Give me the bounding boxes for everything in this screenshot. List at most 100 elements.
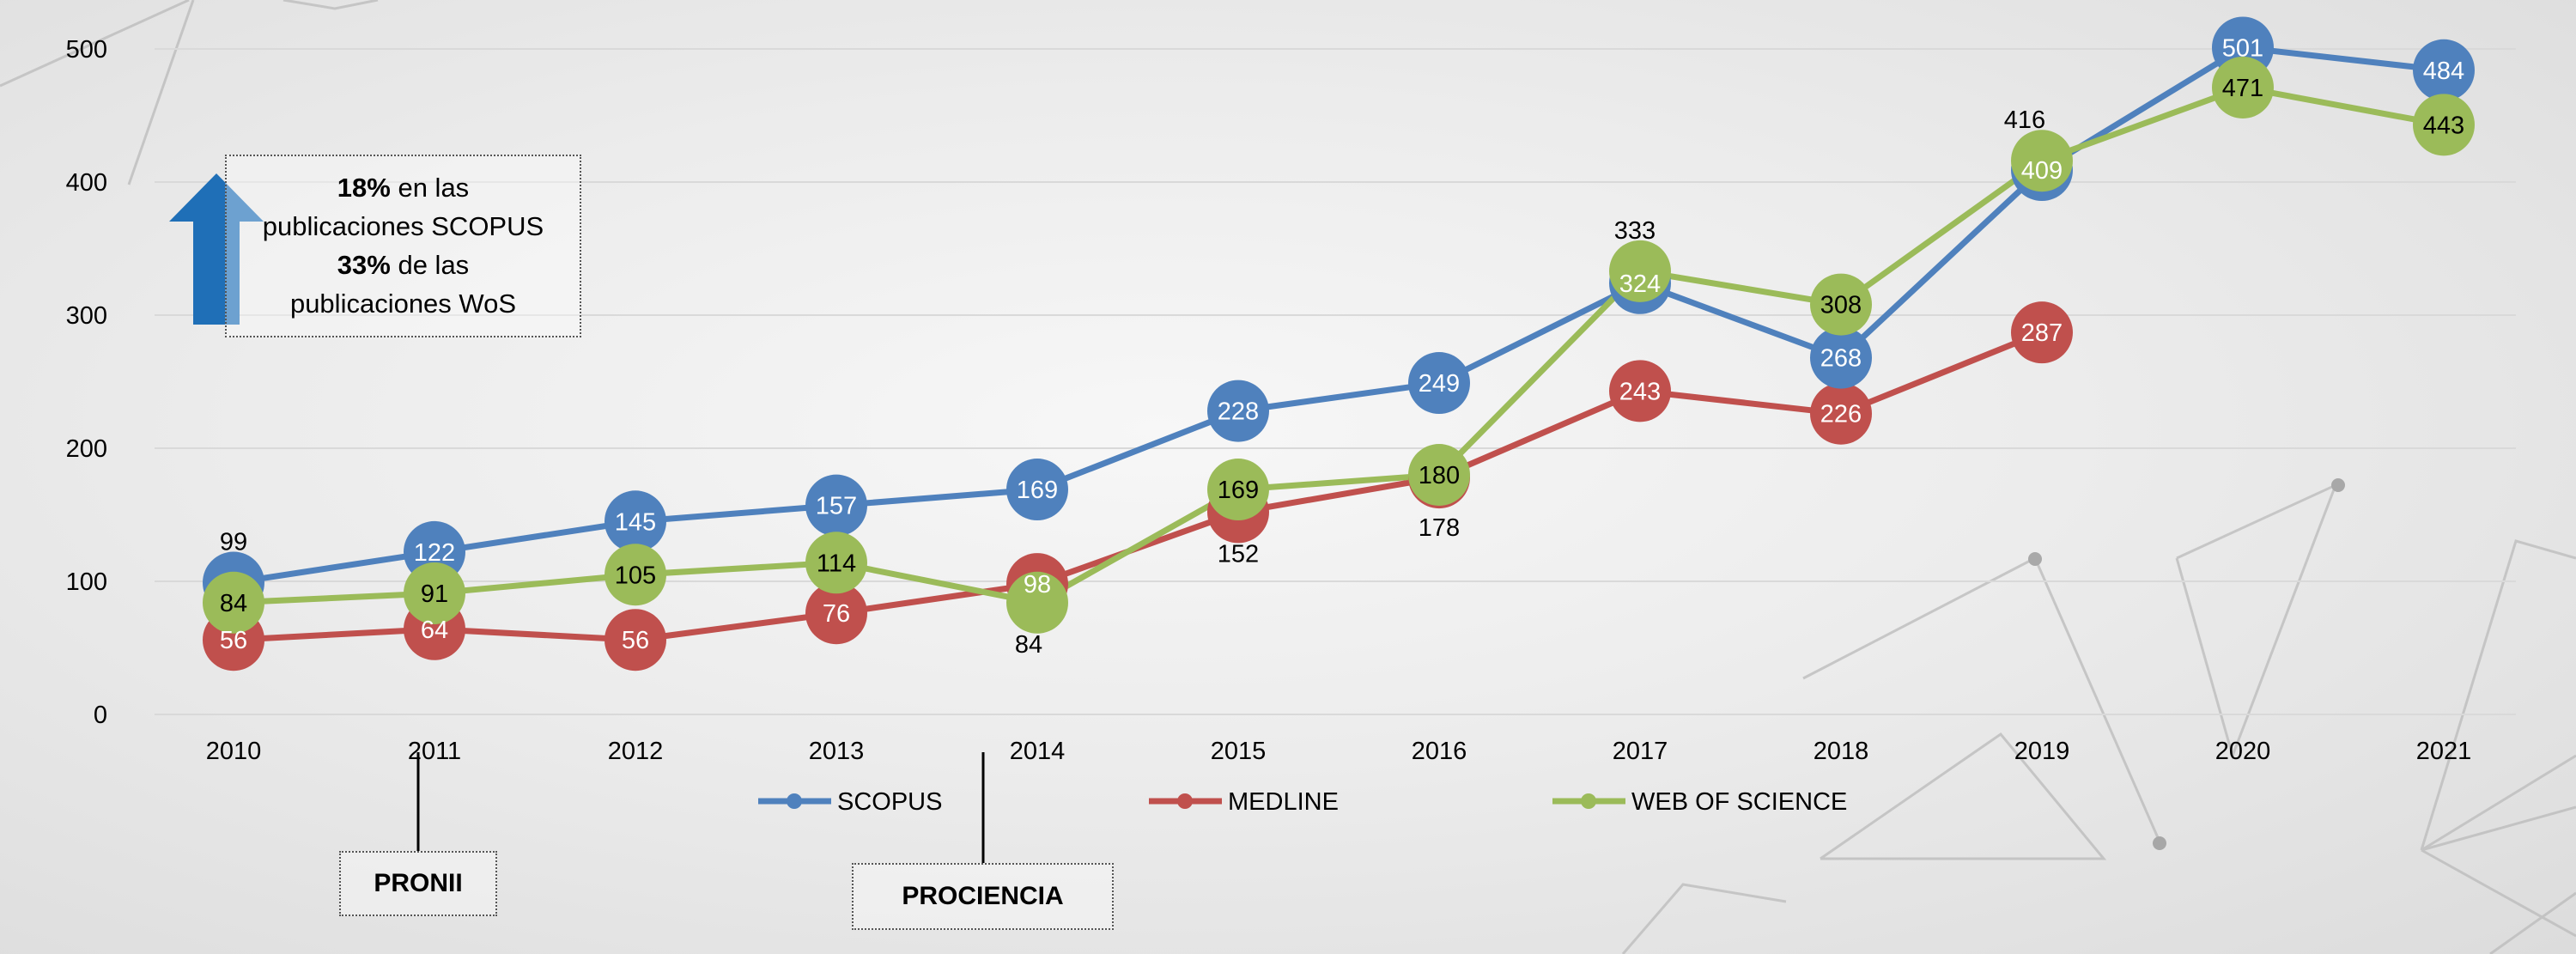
x-tick-label: 2011 — [408, 738, 461, 765]
legend-marker — [787, 793, 802, 809]
note-line-4: publicaciones WoS — [289, 289, 517, 319]
x-tick-label: 2012 — [608, 738, 664, 765]
x-tick-label: 2013 — [809, 738, 865, 765]
gridlines — [155, 48, 2516, 715]
growth-note-box: 18% en las publicaciones SCOPUS 33% de l… — [225, 155, 581, 337]
data-point — [2212, 56, 2274, 118]
data-point — [1810, 273, 1872, 336]
data-label: 91 — [421, 580, 448, 608]
x-axis: 2010 2011 2012 2013 2014 2015 2016 2017 2018 2019… — [206, 738, 2472, 765]
data-point — [1207, 459, 1269, 521]
y-tick-label: 100 — [66, 568, 107, 596]
x-tick-label: 2021 — [2416, 738, 2472, 765]
data-point — [1408, 352, 1470, 415]
data-label: 484 — [2423, 58, 2464, 85]
y-axis: 0 100 200 300 400 500 — [66, 36, 107, 729]
note-line-2: publicaciones SCOPUS — [262, 211, 544, 241]
y-tick-label: 200 — [66, 435, 107, 463]
x-tick-label: 2016 — [1412, 738, 1467, 765]
data-label: 308 — [1820, 292, 1862, 319]
data-point — [1207, 380, 1269, 442]
x-tick-label: 2018 — [1814, 738, 1869, 765]
data-label: 416 — [2004, 106, 2045, 134]
data-label: 226 — [1820, 401, 1862, 428]
x-tick-label: 2019 — [2014, 738, 2070, 765]
data-point — [404, 562, 465, 624]
y-tick-label: 0 — [94, 702, 107, 729]
note-line-1-text: en las — [390, 173, 470, 203]
data-label: 249 — [1419, 370, 1460, 398]
data-point — [605, 490, 666, 553]
data-point — [2413, 39, 2475, 101]
data-label: 84 — [1015, 631, 1042, 659]
data-label: 324 — [1619, 270, 1661, 298]
series-line-web-of-science — [233, 84, 2445, 606]
series-points: 56 64 56 76 98 152 178 243 226 287 99 122 145 157 169 2… — [203, 16, 2475, 671]
x-tick-label: 2015 — [1211, 738, 1267, 765]
data-label: 56 — [220, 627, 247, 654]
data-label: 443 — [2423, 112, 2464, 139]
data-label: 64 — [421, 617, 448, 644]
legend-marker — [1581, 793, 1596, 809]
data-label: 268 — [1820, 345, 1862, 373]
prociencia-label: PROCIENCIA — [852, 863, 1114, 930]
x-tick-label: 2010 — [206, 738, 262, 765]
data-label: 122 — [414, 539, 455, 567]
data-point — [203, 571, 264, 634]
data-label: 84 — [220, 590, 247, 617]
data-label: 157 — [816, 493, 857, 520]
data-label: 243 — [1619, 378, 1661, 405]
x-tick-label: 2014 — [1010, 738, 1066, 765]
data-point — [2413, 94, 2475, 156]
x-tick-label: 2017 — [1613, 738, 1668, 765]
data-label: 152 — [1218, 540, 1259, 568]
legend-label: WEB OF SCIENCE — [1631, 788, 1847, 816]
data-point — [2011, 301, 2073, 364]
data-point — [1006, 459, 1068, 521]
data-label: 105 — [615, 562, 656, 589]
note-wos-percent: 33% — [337, 250, 391, 280]
data-label: 333 — [1614, 217, 1656, 245]
data-point — [1810, 382, 1872, 445]
data-point — [605, 544, 666, 606]
data-point — [1408, 444, 1470, 506]
data-label: 501 — [2222, 34, 2263, 62]
y-tick-label: 500 — [66, 36, 107, 64]
data-label: 169 — [1218, 477, 1259, 504]
data-point — [2011, 130, 2073, 192]
data-label: 56 — [622, 627, 649, 654]
data-label: 98 — [1024, 571, 1051, 599]
legend: SCOPUS MEDLINE WEB OF SCIENCE — [758, 788, 1847, 816]
data-point — [1609, 240, 1671, 302]
data-point — [805, 532, 867, 594]
note-line-3-text: de las — [390, 250, 470, 280]
data-label: 178 — [1419, 514, 1460, 542]
y-tick-label: 400 — [66, 169, 107, 197]
up-arrow-icon — [169, 173, 264, 325]
data-label: 76 — [823, 600, 850, 628]
x-tick-label: 2020 — [2215, 738, 2271, 765]
legend-label: SCOPUS — [837, 788, 942, 816]
pronii-label: PRONII — [339, 851, 497, 916]
note-scopus-percent: 18% — [337, 173, 391, 203]
data-label: 409 — [2021, 157, 2063, 185]
y-tick-label: 300 — [66, 302, 107, 330]
legend-label: MEDLINE — [1228, 788, 1339, 816]
series-line-medline — [233, 329, 2044, 643]
data-point — [805, 582, 867, 645]
data-label: 145 — [615, 508, 656, 536]
legend-marker — [1177, 793, 1193, 809]
data-label: 99 — [220, 529, 247, 556]
data-label: 180 — [1419, 462, 1460, 489]
data-point — [1810, 326, 1872, 389]
note-line-1: 18% en las — [227, 168, 580, 207]
data-label: 114 — [817, 550, 856, 577]
data-label: 287 — [2021, 319, 2063, 347]
data-label: 471 — [2222, 75, 2263, 102]
data-label: 228 — [1218, 398, 1259, 426]
series-lines — [233, 44, 2445, 643]
data-label: 169 — [1017, 477, 1058, 504]
